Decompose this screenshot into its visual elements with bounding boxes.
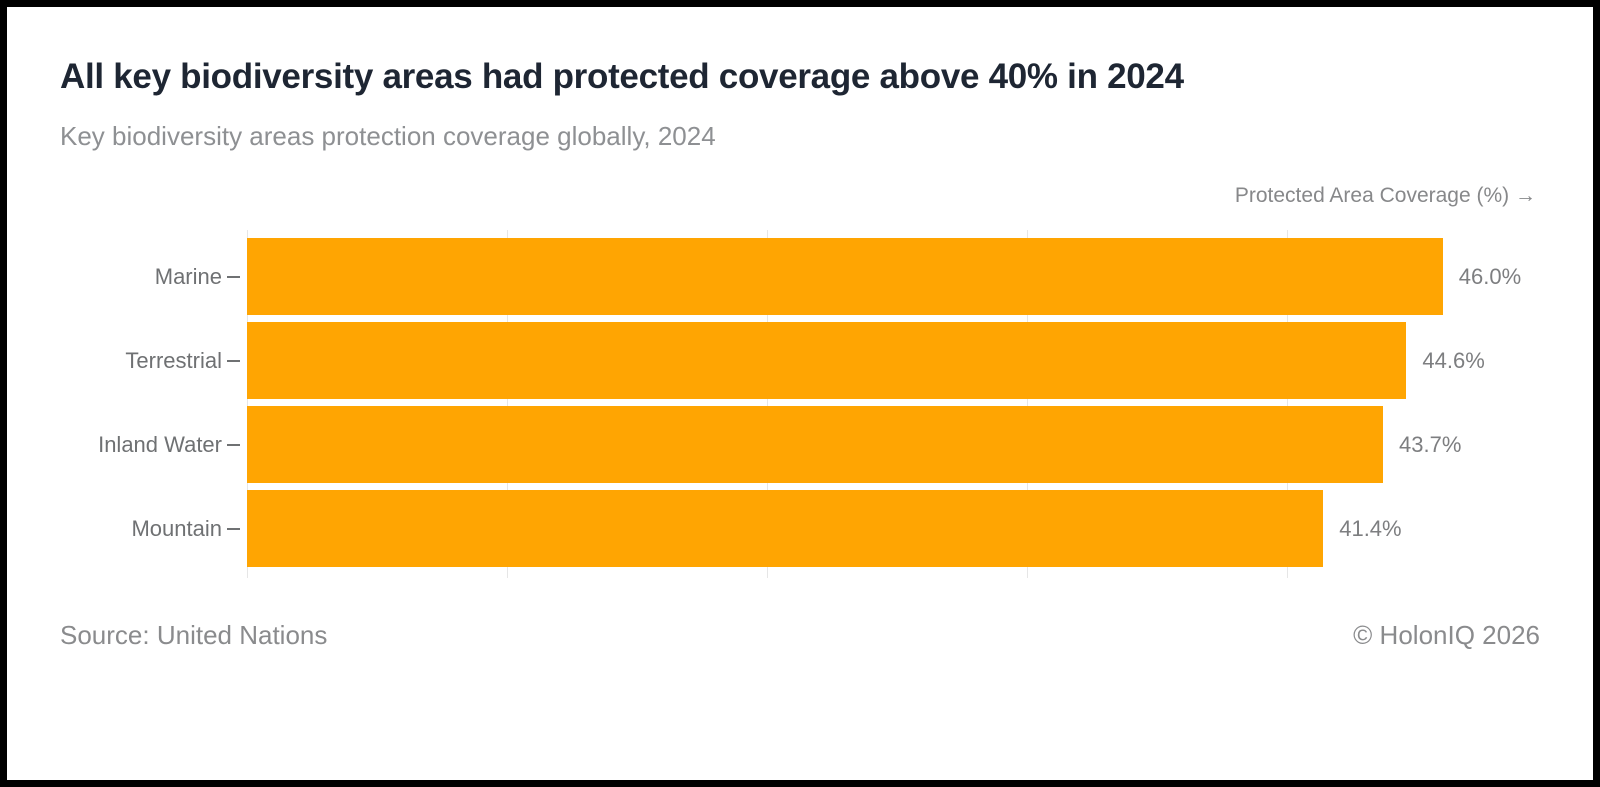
copyright-text: © HolonIQ 2026 (1353, 620, 1540, 650)
gridline (1026, 230, 1028, 578)
plot-area: 46.0% 44.6% 43.7% 41.4% (247, 230, 1521, 578)
y-axis: Marine Terrestrial Inland Water Mountain (0, 230, 240, 578)
gridline (506, 230, 508, 578)
y-axis-tick (227, 359, 240, 362)
category-label: Terrestrial (125, 347, 222, 373)
bar (247, 490, 1324, 567)
bar (247, 238, 1443, 315)
bar (247, 322, 1407, 399)
x-axis-label: Protected Area Coverage (%) → (1234, 184, 1536, 207)
y-axis-tick (227, 527, 240, 530)
category-label: Inland Water (98, 431, 222, 457)
category-label: Mountain (131, 515, 222, 541)
source-text: Source: United Nations (60, 620, 328, 650)
gridline (247, 230, 248, 578)
bar-value-label: 46.0% (1458, 263, 1522, 289)
gridline (766, 230, 768, 578)
y-axis-tick (227, 275, 240, 278)
gridline (1286, 230, 1288, 578)
chart-subtitle: Key biodiversity areas protection covera… (60, 121, 716, 151)
chart-title: All key biodiversity areas had protected… (60, 57, 1184, 96)
bar-value-label: 44.6% (1422, 347, 1485, 373)
y-axis-tick (227, 443, 240, 446)
category-label: Marine (154, 263, 222, 289)
bar-value-label: 41.4% (1339, 515, 1402, 541)
bar-value-label: 43.7% (1399, 431, 1462, 457)
bar (247, 406, 1384, 483)
